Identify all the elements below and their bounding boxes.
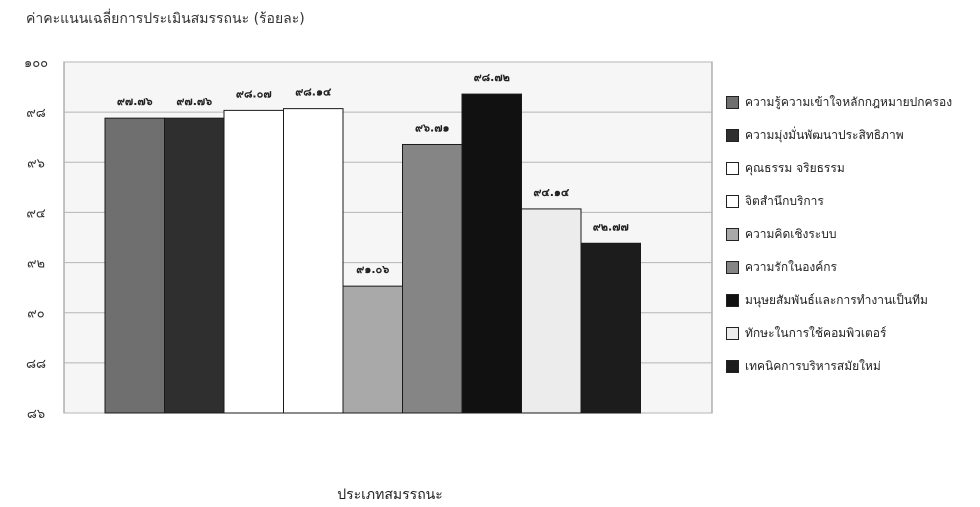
legend-swatch (726, 195, 739, 208)
legend-label: เทคนิคการบริหารสมัยใหม่ (745, 359, 881, 373)
legend-item: คุณธรรม จริยธรรม (726, 152, 976, 185)
data-label: ๙๑.๐๖ (356, 263, 389, 276)
bar (164, 117, 225, 414)
legend-item: ความรักในองค์กร (726, 251, 976, 284)
y-tick-label: ๙๐ (27, 307, 45, 322)
data-label: ๙๘.๐๗ (236, 87, 272, 100)
data-label: ๙๒.๗๗ (593, 220, 629, 233)
y-tick-label: ๑๐๐ (24, 56, 48, 71)
legend-item: ความคิดเชิงระบบ (726, 218, 976, 251)
data-label: ๙๗.๗๖ (117, 95, 153, 108)
legend-item: มนุษยสัมพันธ์และการทำงานเป็นทีม (726, 284, 976, 317)
y-tick-label: ๘๘ (26, 357, 46, 372)
bar (223, 109, 284, 414)
legend-label: ความคิดเชิงระบบ (745, 227, 837, 241)
legend-item: ทักษะในการใช้คอมพิวเตอร์ (726, 317, 976, 350)
legend-swatch (726, 327, 739, 340)
data-label: ๙๘.๗๒ (474, 71, 510, 84)
legend-label: ความมุ่งมั่นพัฒนาประสิทธิภาพ (745, 128, 904, 142)
bar (402, 143, 463, 414)
legend-label: ความรักในองค์กร (745, 260, 837, 274)
y-tick-label: ๘๖ (27, 407, 45, 422)
legend-swatch (726, 360, 739, 373)
legend-label: จิตสำนึกบริการ (745, 194, 824, 208)
bar (521, 208, 582, 414)
data-label: ๙๘.๑๔ (295, 86, 332, 99)
bars (104, 93, 641, 414)
legend-label: คุณธรรม จริยธรรม (745, 161, 845, 175)
y-tick-label: ๙๒ (27, 257, 45, 272)
legend-label: ทักษะในการใช้คอมพิวเตอร์ (745, 326, 887, 340)
x-axis-label: ประเภทสมรรถนะ (337, 487, 443, 503)
legend-item: ความรู้ความเข้าใจหลักกฎหมายปกครอง (726, 86, 976, 119)
bar (342, 285, 403, 414)
legend-swatch (726, 294, 739, 307)
legend-swatch (726, 162, 739, 175)
bar (580, 242, 641, 414)
legend-swatch (726, 228, 739, 241)
legend-item: จิตสำนึกบริการ (726, 185, 976, 218)
legend-swatch (726, 261, 739, 274)
bar (283, 108, 344, 414)
data-label: ๙๖.๗๑ (415, 121, 449, 134)
legend-swatch (726, 96, 739, 109)
bar (104, 117, 165, 414)
chart-title: ค่าคะแนนเฉลี่ยการประเมินสมรรถนะ (ร้อยละ) (26, 11, 305, 27)
data-label: ๙๗.๗๖ (176, 95, 212, 108)
legend-item: ความมุ่งมั่นพัฒนาประสิทธิภาพ (726, 119, 976, 152)
legend-label: ความรู้ความเข้าใจหลักกฎหมายปกครอง (745, 95, 953, 109)
y-tick-label: ๙๘ (26, 106, 46, 121)
bar (461, 93, 522, 414)
legend-swatch (726, 129, 739, 142)
y-tick-label: ๙๔ (26, 206, 46, 221)
legend-item: เทคนิคการบริหารสมัยใหม่ (726, 350, 976, 383)
legend-label: มนุษยสัมพันธ์และการทำงานเป็นทีม (745, 293, 928, 307)
y-tick-label: ๙๖ (27, 156, 45, 171)
y-axis: ๘๖ ๘๘ ๙๐ ๙๒ ๙๔ ๙๖ ๙๘ ๑๐๐ (24, 56, 48, 422)
data-label: ๙๔.๑๔ (533, 186, 570, 199)
legend: ความรู้ความเข้าใจหลักกฎหมายปกครองความมุ่… (726, 86, 976, 383)
